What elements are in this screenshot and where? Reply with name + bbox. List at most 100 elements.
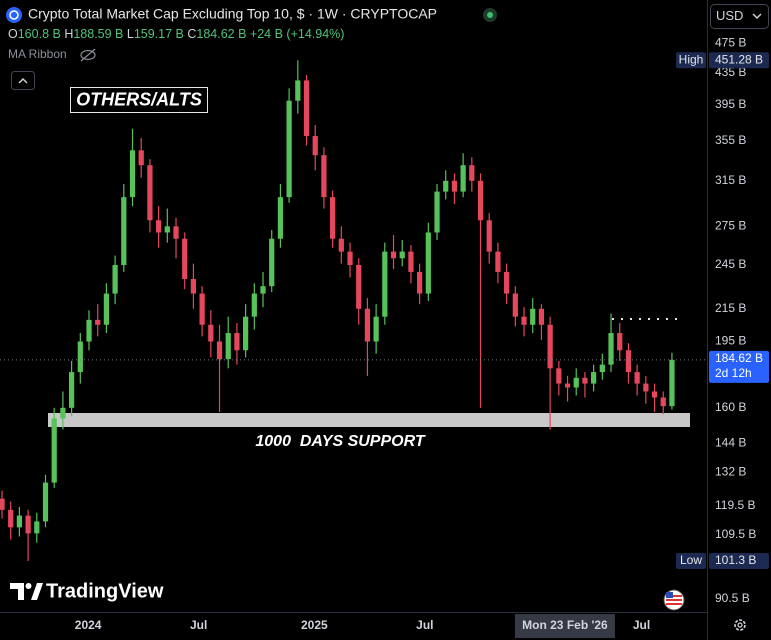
candle-body [16,515,23,528]
indicator-name: MA Ribbon [8,47,67,61]
candle-body [155,220,162,233]
candle-body [625,350,632,373]
y-tick-label: 90.5 B [715,591,750,605]
candle-body [234,333,240,351]
candle-body [582,377,588,384]
candle-body [182,238,188,279]
symbol-icon-ring [9,10,19,20]
candle-body [129,150,136,198]
candle-body [208,324,214,342]
high-tag: High [679,52,704,66]
tag-label: OTHERS/ALTS [76,89,202,109]
high-value-box [709,52,769,69]
candle-body [547,324,553,369]
support-label: 1000 DAYS SUPPORT [255,433,425,450]
candle-body [51,418,57,483]
candle-body [251,293,257,317]
y-tick-label: 475 B [715,35,746,49]
candle-body [495,251,501,272]
y-tick-label: 275 B [715,218,746,232]
candle-body [173,226,179,239]
candle-body [199,293,205,325]
candle-body [225,333,231,360]
x-tick-label: 2024 [75,618,102,632]
region-flag[interactable] [663,589,685,611]
settings-button[interactable] [734,619,746,631]
plot-area [0,60,707,562]
legend-key: L [127,27,134,41]
collapse-button[interactable] [11,71,35,90]
candle-body [477,180,484,221]
legend-value: 160.8 B [18,27,61,41]
candle-body [573,377,579,388]
candle-body [538,308,545,325]
candle-body [312,136,318,156]
market-status-dot [487,12,493,18]
candle-body [303,80,310,137]
legend-value: 159.17 B [134,27,184,41]
candle-body [390,251,397,259]
symbol-icon [6,7,22,23]
candle-body [138,150,144,166]
y-tick-label: 355 B [715,133,746,147]
y-tick-label: 245 B [715,257,746,271]
candle-body [408,251,414,272]
candle-body [599,364,605,373]
indicator-visibility[interactable] [80,48,96,62]
candle-body [504,271,510,294]
legend-change: +24 B (+14.94%) [250,27,345,41]
candle-body [164,226,170,233]
ohlc-legend: O160.8 B H188.59 B L159.17 B C184.62 B +… [8,27,344,41]
y-tick-label: 215 B [715,301,746,315]
candle-body [512,293,518,317]
high-tag-box [676,52,706,69]
candle-body [269,238,275,287]
candle-body [469,165,475,181]
tag-box [70,87,208,113]
low-value: 101.3 B [715,553,756,567]
candle-body [486,220,492,252]
candle-body [330,197,336,239]
candle-body [147,165,153,221]
legend-key: C [187,27,196,41]
countdown-label: 2d 12h [715,366,752,380]
candle-body [121,197,127,266]
candle-body [591,372,597,384]
candle-body [286,100,292,198]
candle-body [460,165,466,192]
y-tick-label: 109.5 B [715,527,756,541]
candle-body [364,308,371,342]
candle-body [651,391,658,398]
candle-body [564,383,571,388]
candle-body [243,316,249,351]
x-tick-label: Jul [416,618,433,632]
currency-button[interactable]: USD [710,4,769,29]
x-tick-label: 2025 [301,618,328,632]
y-tick-label: 315 B [715,173,746,187]
x-tick-label: Jul [190,618,207,632]
candle-body [216,341,223,360]
candle-body [347,251,353,266]
candle-body [634,372,640,384]
last-price-box [709,350,769,383]
low-value-box [709,553,769,570]
legend-key: O [8,27,18,41]
brand-logo [10,583,43,600]
candle-body [25,515,31,534]
candle-body [103,293,110,325]
legend-value: 188.59 B [73,27,123,41]
candle-body [277,197,284,239]
candle-body [295,80,301,101]
candle-body [434,191,440,233]
brand-name: TradingView [46,580,164,602]
candle-body [95,319,101,325]
y-tick-label: 195 B [715,334,746,348]
y-tick-label: 132 B [715,464,746,478]
candle-body [417,271,423,294]
candle-body [643,383,649,392]
candle-body [556,368,562,384]
candle-body [112,265,118,294]
candle-body [373,316,379,342]
candle-body [669,359,675,407]
